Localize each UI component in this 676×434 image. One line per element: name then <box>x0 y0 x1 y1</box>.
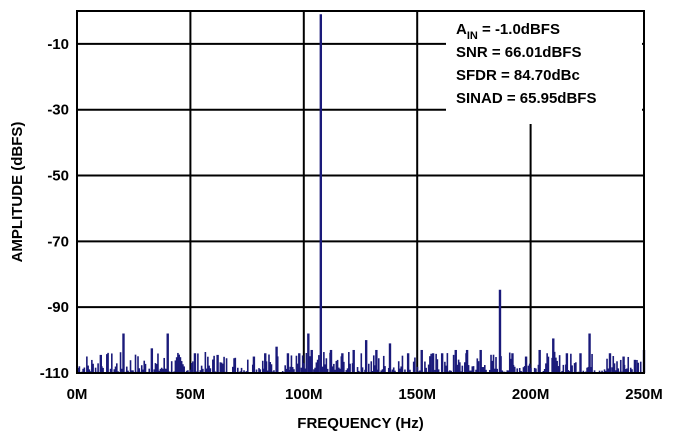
annotation-box: AIN = -1.0dBFS SNR = 66.01dBFS SFDR = 84.7… <box>446 12 642 124</box>
x-tick-label-0: 0M <box>67 386 88 403</box>
y-tick-label-5: -110 <box>40 365 69 382</box>
y-tick-label-1: -30 <box>47 102 69 119</box>
noise-floor <box>77 351 643 373</box>
x-tick-label-4: 200M <box>512 386 550 403</box>
y-tick-label-0: -10 <box>47 36 69 53</box>
annotation-line-0: AIN = -1.0dBFS <box>456 21 560 42</box>
annotation-line-3: SINAD = 65.95dBFS <box>456 90 596 107</box>
grid-layer <box>77 11 644 373</box>
y-axis-label: AMPLITUDE (dBFS) <box>9 122 26 263</box>
y-tick-label-3: -70 <box>47 233 69 250</box>
annotation-line-1: SNR = 66.01dBFS <box>456 44 581 61</box>
x-tick-label-2: 100M <box>285 386 323 403</box>
x-axis-label: FREQUENCY (Hz) <box>297 415 423 432</box>
x-tick-label-1: 50M <box>176 386 205 403</box>
y-tick-label-4: -90 <box>47 299 69 316</box>
annotation-line-2: SFDR = 84.70dBc <box>456 67 580 84</box>
x-tick-label-3: 150M <box>398 386 436 403</box>
y-tick-label-2: -50 <box>47 168 69 185</box>
trace-layer <box>77 14 646 373</box>
tick-labels: 0M 50M 100M 150M 200M 250M -10 -30 -50 -70 -90 -110 <box>40 36 663 403</box>
plot-frame <box>76 10 645 374</box>
annotation-background <box>446 12 642 124</box>
x-tick-label-5: 250M <box>625 386 663 403</box>
